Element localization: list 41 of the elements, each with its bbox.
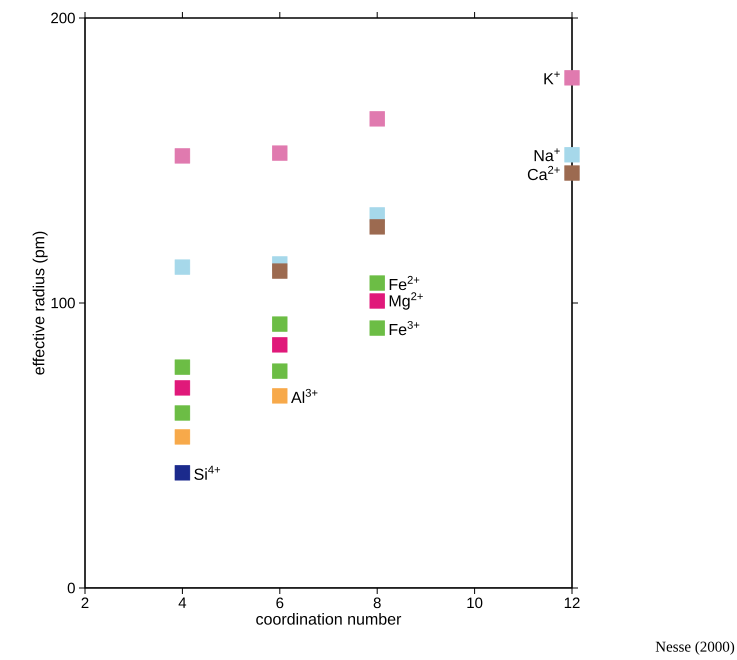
point — [174, 429, 190, 445]
point — [370, 293, 385, 309]
y-axis-title: effective radius (pm) — [32, 232, 48, 375]
y-tick-label: 100 — [52, 298, 75, 308]
series-label: Mg$^{2+}$ — [390, 292, 423, 310]
x-tick-label: 10 — [467, 598, 482, 608]
point — [370, 111, 385, 127]
point — [174, 405, 190, 421]
point — [370, 219, 385, 235]
series-label: K$^{+}$ — [544, 71, 560, 84]
point — [272, 363, 288, 379]
point — [174, 380, 190, 396]
series-label: Si$^{4+}$ — [194, 466, 220, 480]
point — [174, 259, 190, 275]
point — [370, 275, 385, 291]
y-tick-label: 200 — [51, 12, 75, 24]
point — [272, 337, 288, 353]
x-axis-title: coordination number — [256, 613, 402, 625]
x-tick-label: 12 — [564, 598, 580, 608]
point — [174, 465, 190, 481]
x-tick-label: 2 — [82, 598, 88, 608]
x-tick-label: 4 — [178, 598, 186, 608]
point — [272, 316, 288, 332]
text: Nesse (2000) — [656, 641, 734, 655]
series-label: Al$^{3+}$ — [291, 388, 318, 403]
point — [564, 147, 580, 162]
series-label: Na$^{+}$ — [534, 148, 560, 162]
series-label: Fe$^{2+}$ — [390, 276, 420, 290]
point — [272, 388, 288, 404]
point — [174, 148, 190, 164]
point — [370, 320, 385, 336]
point — [272, 145, 288, 161]
point — [564, 70, 580, 86]
point — [174, 359, 190, 375]
series-label: Fe$^{3+}$ — [390, 320, 420, 336]
point — [564, 165, 580, 181]
series-label: Ca$^{2+}$ — [528, 166, 560, 180]
y-tick-label: 0 — [68, 582, 75, 594]
point — [272, 263, 288, 279]
x-tick-label: 6 — [276, 598, 284, 608]
x-tick-label: 8 — [374, 598, 381, 608]
